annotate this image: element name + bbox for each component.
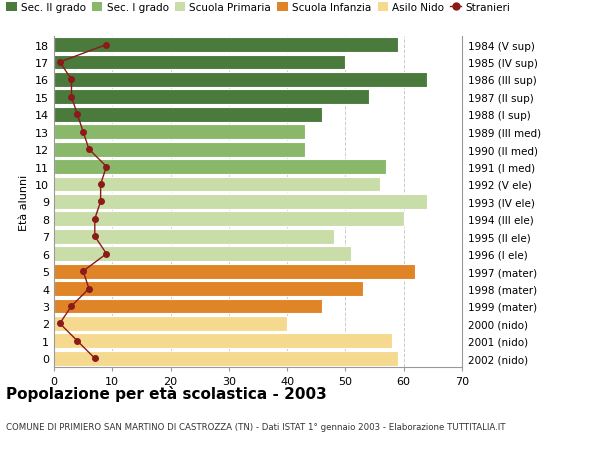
Bar <box>54 142 305 157</box>
Bar <box>54 160 386 174</box>
Bar <box>54 90 369 105</box>
Bar <box>54 281 363 297</box>
Bar <box>54 56 346 70</box>
Bar <box>54 38 398 53</box>
Bar <box>54 247 351 262</box>
Bar <box>54 212 404 227</box>
Y-axis label: Età alunni: Età alunni <box>19 174 29 230</box>
Legend: Sec. II grado, Sec. I grado, Scuola Primaria, Scuola Infanzia, Asilo Nido, Stran: Sec. II grado, Sec. I grado, Scuola Prim… <box>2 0 514 17</box>
Text: Popolazione per età scolastica - 2003: Popolazione per età scolastica - 2003 <box>6 386 327 402</box>
Bar <box>54 73 427 88</box>
Bar <box>54 264 415 279</box>
Bar <box>54 195 427 209</box>
Bar <box>54 316 287 331</box>
Bar <box>54 299 322 313</box>
Text: COMUNE DI PRIMIERO SAN MARTINO DI CASTROZZA (TN) - Dati ISTAT 1° gennaio 2003 - : COMUNE DI PRIMIERO SAN MARTINO DI CASTRO… <box>6 422 505 431</box>
Bar <box>54 107 322 123</box>
Bar <box>54 230 334 244</box>
Bar <box>54 351 398 366</box>
Bar <box>54 125 305 140</box>
Bar <box>54 177 380 192</box>
Bar <box>54 334 392 348</box>
